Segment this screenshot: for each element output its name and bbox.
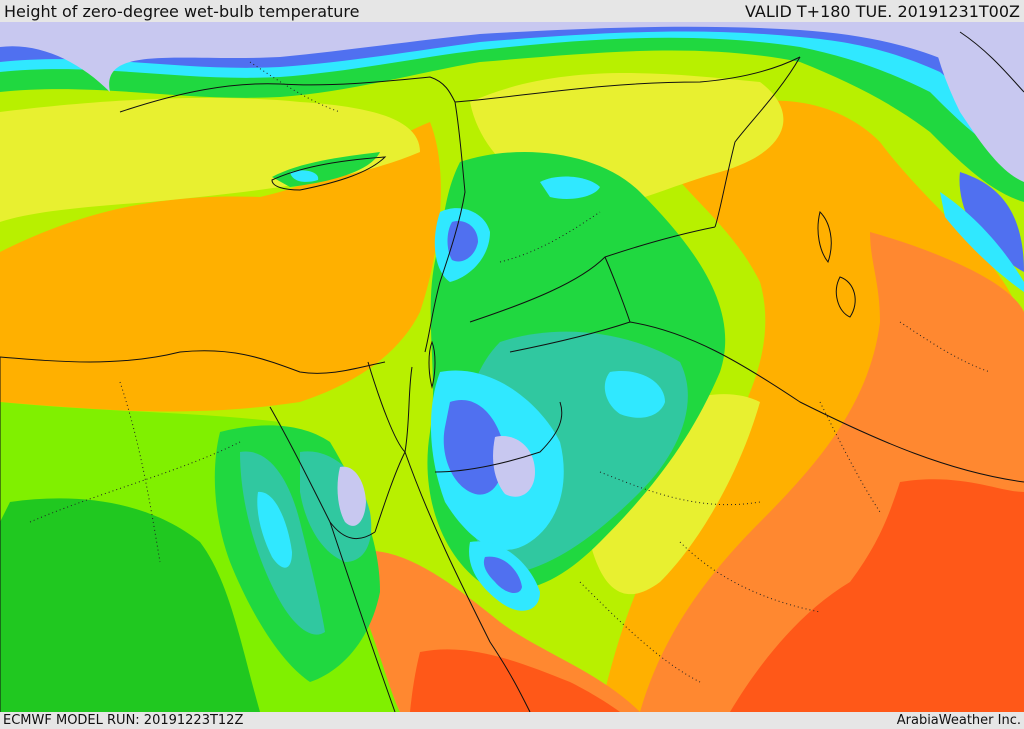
coastline-red-sea-west	[329, 521, 396, 712]
province-border-1	[29, 441, 241, 523]
field-cyan-iran-zagros	[940, 192, 1024, 292]
coastline-lake-iraq-2	[835, 276, 856, 318]
coastline-cyprus	[271, 156, 387, 191]
coastline-caspian-sw	[959, 31, 1024, 93]
country-borders	[0, 56, 1024, 712]
province-border-6	[499, 211, 601, 263]
coastline-dead-sea	[428, 340, 436, 389]
province-border-3	[599, 471, 761, 506]
coastline-sinai-west	[269, 406, 376, 540]
coastline-turkey-south	[119, 76, 456, 113]
border-jordan-saudi-south	[434, 401, 563, 473]
border-turkey-syria	[454, 56, 801, 103]
province-border-5	[819, 401, 881, 513]
border-iraq-saudi	[509, 321, 1024, 483]
coastline-red-sea-east	[404, 451, 531, 712]
header-bar: Height of zero-degree wet-bulb temperatu…	[0, 0, 1024, 22]
field-cyan-cyprus	[290, 170, 319, 182]
coastline-lake-iraq	[817, 211, 832, 264]
map-canvas	[0, 22, 1024, 712]
field-orange-mediterranean	[0, 122, 441, 412]
field-lavender-turkey-east	[930, 22, 1024, 182]
province-borders	[29, 61, 991, 683]
field-cyan-turkey-south	[540, 176, 600, 199]
field-lavender-turkey	[0, 22, 1024, 112]
border-egypt-israel	[367, 361, 406, 453]
footer-bar: ECMWF MODEL RUN: 20191223T12Z ArabiaWeat…	[0, 712, 1024, 729]
border-syria-iraq	[714, 56, 801, 228]
map-title: Height of zero-degree wet-bulb temperatu…	[4, 2, 360, 21]
field-cyan-eastern-desert	[257, 491, 292, 568]
coastlines	[0, 31, 1024, 712]
weather-map[interactable]	[0, 22, 1024, 712]
valid-time-label: VALID T+180 TUE. 20191231T00Z	[744, 2, 1020, 21]
field-lavender-sinai	[337, 466, 366, 526]
field-blue-lebanon	[447, 221, 478, 262]
model-run-label: ECMWF MODEL RUN: 20191223T12Z	[3, 713, 244, 728]
field-blue-iran-zagros	[959, 172, 1024, 272]
credit-label: ArabiaWeather Inc.	[896, 713, 1021, 728]
field-red-southeast	[730, 479, 1024, 712]
field-red-redsea	[410, 649, 620, 712]
field-cyan-east-jordan	[604, 371, 665, 418]
field-blue-nw-saudi	[483, 556, 522, 594]
coastline-levant	[424, 101, 466, 353]
field-yellow-west	[0, 97, 420, 222]
coastline-egypt-north	[0, 350, 386, 374]
province-border-9	[579, 581, 701, 683]
field-lavender-jordan	[493, 436, 535, 497]
field-darkgreen-egypt	[0, 498, 260, 712]
border-jordan-saudi	[604, 256, 631, 323]
